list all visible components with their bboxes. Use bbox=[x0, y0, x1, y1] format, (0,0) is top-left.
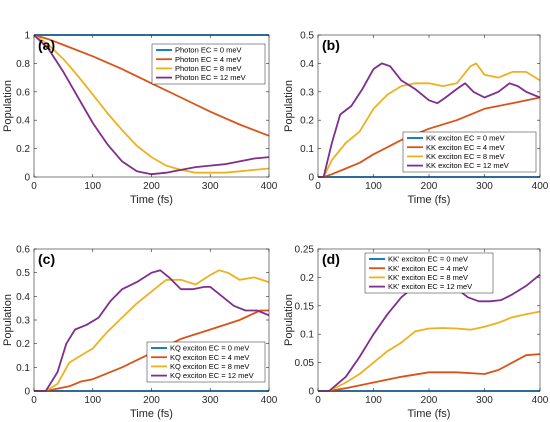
series-line-3 bbox=[34, 269, 270, 392]
series-line-1 bbox=[33, 34, 270, 137]
x-tick-label: 300 bbox=[202, 395, 219, 406]
y-axis-label: Population bbox=[283, 294, 295, 346]
series-line-2 bbox=[34, 269, 270, 392]
series-line-2 bbox=[33, 34, 270, 174]
y-tick-label: 0.5 bbox=[16, 268, 30, 279]
legend-entry: KK exciton EC = 4 meV bbox=[426, 143, 505, 152]
legend-box bbox=[364, 252, 494, 294]
y-tick-label: 0.15 bbox=[295, 301, 315, 312]
legend-entry: KK' exciton EC = 0 meV bbox=[388, 255, 468, 264]
x-tick-label: 400 bbox=[532, 395, 549, 406]
legend-entry: KK' exciton EC = 12 meV bbox=[388, 282, 472, 291]
x-tick-label: 100 bbox=[84, 181, 101, 192]
legend-entry: Photon EC = 12 meV bbox=[175, 73, 246, 82]
x-tick-label: 0 bbox=[31, 181, 37, 192]
x-tick-label: 400 bbox=[261, 181, 278, 192]
series-line-1 bbox=[34, 309, 269, 392]
y-tick-label: 0.6 bbox=[16, 245, 30, 256]
x-tick-label: 200 bbox=[421, 395, 438, 406]
legend-entry: KK exciton EC = 12 meV bbox=[426, 161, 509, 170]
legend-entry: KQ exciton EC = 4 meV bbox=[170, 353, 249, 362]
legend-entry: KQ exciton EC = 12 meV bbox=[170, 371, 254, 380]
y-tick-label: 0.05 bbox=[295, 358, 315, 369]
y-axis-label: Population bbox=[2, 80, 14, 132]
legend-entry: KK' exciton EC = 8 meV bbox=[388, 273, 468, 282]
panel-label: (c) bbox=[38, 251, 55, 267]
y-tick-label: 0.4 bbox=[16, 116, 30, 127]
x-tick-label: 100 bbox=[365, 395, 382, 406]
y-tick-label: 0.1 bbox=[16, 363, 30, 374]
y-axis-label: Population bbox=[283, 80, 295, 132]
y-tick-label: 0.2 bbox=[16, 339, 30, 350]
panel-a: 0 100 200 300 400 0 0.2 0.4 0.6 0.8 1 Time (fs) Popu… bbox=[2, 31, 278, 207]
y-tick-label: 0.3 bbox=[16, 316, 30, 327]
legend-entry: KQ exciton EC = 8 meV bbox=[170, 362, 249, 371]
x-axis-label: Time (fs) bbox=[130, 408, 173, 420]
legend-entry: Photon EC = 4 meV bbox=[175, 55, 242, 64]
legend-entry: Photon EC = 8 meV bbox=[175, 64, 242, 73]
legend-entry: KK exciton EC = 0 meV bbox=[426, 134, 505, 143]
y-tick-label: 0.1 bbox=[300, 330, 314, 341]
y-tick-label: 0.4 bbox=[300, 59, 314, 70]
panel-label: (d) bbox=[322, 251, 340, 267]
series-line-1 bbox=[318, 96, 541, 178]
panel-b: 0 100 200 300 400 0 0.1 0.2 0.3 0.4 0.5 Time (fs) Po… bbox=[283, 31, 549, 207]
series-line-3 bbox=[318, 62, 541, 178]
series-line-2 bbox=[318, 310, 541, 392]
x-tick-label: 300 bbox=[202, 181, 219, 192]
legend-entry: KQ exciton EC = 0 meV bbox=[170, 344, 249, 353]
legend-entry: Photon EC = 0 meV bbox=[175, 46, 242, 55]
y-axis-label: Population bbox=[2, 294, 14, 346]
legend-entry: KK exciton EC = 8 meV bbox=[426, 152, 505, 161]
y-tick-label: 0.6 bbox=[16, 87, 30, 98]
y-tick-label: 0.25 bbox=[295, 245, 315, 256]
x-tick-label: 300 bbox=[476, 395, 493, 406]
x-tick-label: 400 bbox=[532, 181, 549, 192]
x-tick-label: 0 bbox=[315, 395, 321, 406]
x-tick-label: 200 bbox=[421, 181, 438, 192]
y-tick-label: 0.5 bbox=[300, 31, 314, 42]
x-tick-label: 400 bbox=[261, 395, 278, 406]
x-tick-label: 0 bbox=[315, 181, 321, 192]
y-tick-label: 0.2 bbox=[300, 116, 314, 127]
legend-box bbox=[402, 131, 537, 173]
panel-c: 0 100 200 300 400 0 0.1 0.2 0.3 0.4 0.5 0.6 Time (fs… bbox=[2, 245, 278, 421]
x-tick-label: 100 bbox=[84, 395, 101, 406]
panel-d: 0 100 200 300 400 0 0.05 0.1 0.15 0.2 0.25 Time (fs… bbox=[283, 245, 549, 421]
x-tick-label: 0 bbox=[31, 395, 37, 406]
y-tick-label: 0.2 bbox=[300, 273, 314, 284]
x-tick-label: 200 bbox=[143, 395, 160, 406]
y-tick-label: 0.8 bbox=[16, 59, 30, 70]
x-axis-label: Time (fs) bbox=[408, 408, 451, 420]
y-tick-label: 0.4 bbox=[16, 292, 30, 303]
x-axis-label: Time (fs) bbox=[408, 194, 451, 206]
y-tick-label: 0.2 bbox=[16, 144, 30, 155]
series-line-2 bbox=[318, 62, 541, 178]
legend-entry: KK' exciton EC = 4 meV bbox=[388, 264, 468, 273]
panel-label: (a) bbox=[38, 37, 55, 53]
y-tick-label: 1 bbox=[24, 31, 30, 42]
y-tick-label: 0 bbox=[24, 173, 30, 184]
x-tick-label: 200 bbox=[143, 181, 160, 192]
panel-label: (b) bbox=[322, 37, 340, 53]
y-tick-label: 0 bbox=[24, 387, 30, 398]
y-tick-label: 0 bbox=[308, 387, 314, 398]
x-axis-label: Time (fs) bbox=[130, 194, 173, 206]
x-tick-label: 100 bbox=[365, 181, 382, 192]
x-tick-label: 300 bbox=[476, 181, 493, 192]
y-tick-label: 0.3 bbox=[300, 87, 314, 98]
y-tick-label: 0 bbox=[308, 173, 314, 184]
y-tick-label: 0.1 bbox=[300, 144, 314, 155]
series-line-1 bbox=[318, 353, 541, 392]
